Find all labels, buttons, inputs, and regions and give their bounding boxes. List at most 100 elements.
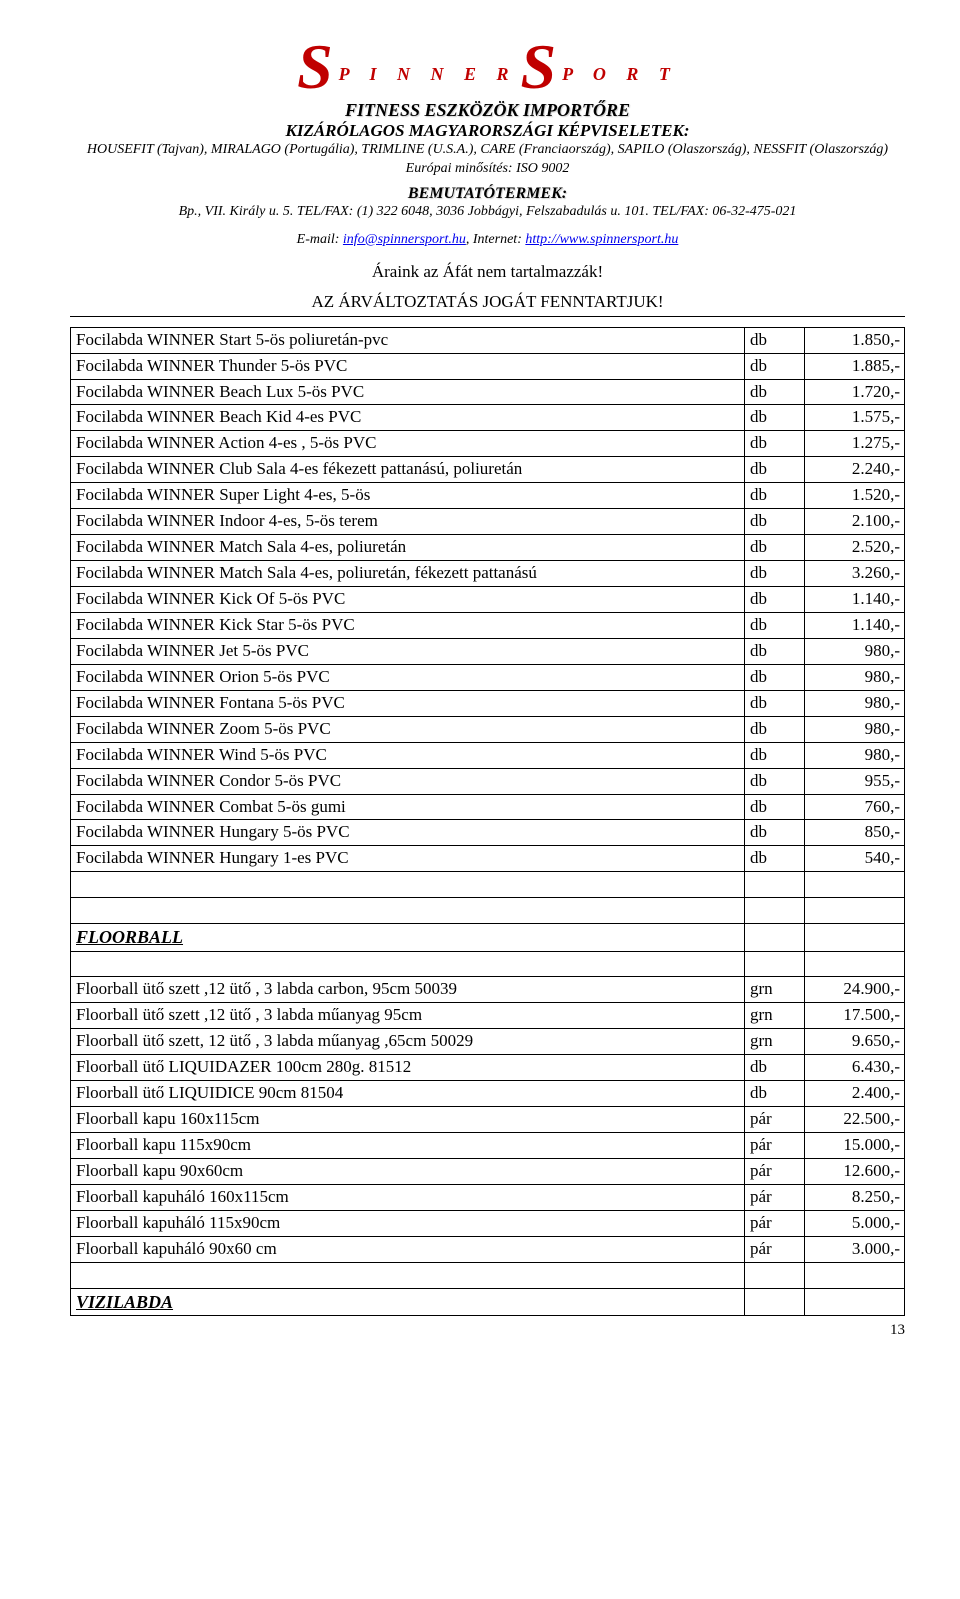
product-price: 850,- [805,820,905,846]
product-price: 3.260,- [805,561,905,587]
table-row: Floorball kapu 90x60cmpár12.600,- [71,1159,905,1185]
empty-cell [745,1288,805,1315]
empty-cell [745,872,805,898]
subtitle-1: KIZÁRÓLAGOS MAGYARORSZÁGI KÉPVISELETEK: [70,121,905,141]
price-table: Focilabda WINNER Start 5-ös poliuretán-p… [70,327,905,1316]
logo: S P I N N E R S P O R T [70,30,905,104]
empty-cell [745,1262,805,1288]
table-row: Focilabda WINNER Beach Lux 5-ös PVCdb1.7… [71,379,905,405]
empty-cell [805,924,905,951]
product-unit: db [745,794,805,820]
product-unit: db [745,457,805,483]
table-row: FLOORBALL [71,924,905,951]
table-row: Focilabda WINNER Hungary 1-es PVCdb540,- [71,846,905,872]
email-prefix: E-mail: [297,232,343,247]
page-number: 13 [70,1322,905,1339]
product-name: Floorball ütő LIQUIDAZER 100cm 280g. 815… [71,1055,745,1081]
product-name: Floorball kapu 115x90cm [71,1133,745,1159]
logo-s-right: S [521,31,559,102]
contact-line: E-mail: info@spinnersport.hu, Internet: … [70,232,905,248]
product-price: 5.000,- [805,1210,905,1236]
product-price: 8.250,- [805,1184,905,1210]
table-row: Focilabda WINNER Indoor 4-es, 5-ös terem… [71,509,905,535]
table-row: Floorball ütő szett ,12 ütő , 3 labda mű… [71,1003,905,1029]
product-price: 6.430,- [805,1055,905,1081]
table-row: Focilabda WINNER Wind 5-ös PVCdb980,- [71,742,905,768]
product-price: 2.520,- [805,535,905,561]
product-unit: db [745,405,805,431]
empty-cell [805,1288,905,1315]
product-unit: db [745,327,805,353]
logo-text-right: P O R T [562,64,678,84]
empty-cell [71,898,745,924]
product-price: 1.720,- [805,379,905,405]
header-divider [70,316,905,317]
table-row: Focilabda WINNER Kick Of 5-ös PVCdb1.140… [71,587,905,613]
address-line: Bp., VII. Király u. 5. TEL/FAX: (1) 322 … [70,203,905,222]
empty-cell [805,1262,905,1288]
product-unit: pár [745,1236,805,1262]
product-name: Floorball ütő LIQUIDICE 90cm 81504 [71,1081,745,1107]
table-row [71,872,905,898]
empty-cell [745,898,805,924]
table-row: Focilabda WINNER Start 5-ös poliuretán-p… [71,327,905,353]
product-name: Focilabda WINNER Wind 5-ös PVC [71,742,745,768]
empty-cell [805,951,905,977]
product-name: Focilabda WINNER Hungary 1-es PVC [71,846,745,872]
product-name: Focilabda WINNER Kick Star 5-ös PVC [71,612,745,638]
product-unit: grn [745,1003,805,1029]
product-name: Focilabda WINNER Fontana 5-ös PVC [71,690,745,716]
section-heading: VIZILABDA [71,1288,745,1315]
product-name: Focilabda WINNER Orion 5-ös PVC [71,664,745,690]
product-name: Focilabda WINNER Condor 5-ös PVC [71,768,745,794]
product-name: Focilabda WINNER Jet 5-ös PVC [71,638,745,664]
table-row: Focilabda WINNER Combat 5-ös gumidb760,- [71,794,905,820]
internet-prefix: , Internet: [466,232,525,247]
table-row: Floorball ütő LIQUIDICE 90cm 81504db2.40… [71,1081,905,1107]
product-price: 980,- [805,638,905,664]
product-unit: pár [745,1159,805,1185]
product-name: Focilabda WINNER Start 5-ös poliuretán-p… [71,327,745,353]
product-name: Floorball ütő szett ,12 ütő , 3 labda mű… [71,1003,745,1029]
product-unit: pár [745,1107,805,1133]
table-row: Focilabda WINNER Beach Kid 4-es PVCdb1.5… [71,405,905,431]
product-unit: db [745,820,805,846]
product-unit: db [745,431,805,457]
product-unit: db [745,716,805,742]
showroom-label: BEMUTATÓTERMEK: [70,185,905,203]
table-row: VIZILABDA [71,1288,905,1315]
product-unit: db [745,638,805,664]
product-unit: db [745,587,805,613]
product-name: Floorball ütő szett ,12 ütő , 3 labda ca… [71,977,745,1003]
product-name: Focilabda WINNER Thunder 5-ös PVC [71,353,745,379]
price-change-note: AZ ÁRVÁLTOZTATÁS JOGÁT FENNTARTJUK! [70,292,905,312]
product-price: 2.100,- [805,509,905,535]
email-link[interactable]: info@spinnersport.hu [343,232,466,247]
product-name: Floorball kapu 90x60cm [71,1159,745,1185]
empty-cell [71,872,745,898]
product-name: Floorball kapu 160x115cm [71,1107,745,1133]
product-price: 540,- [805,846,905,872]
product-price: 1.275,- [805,431,905,457]
table-row: Focilabda WINNER Condor 5-ös PVCdb955,- [71,768,905,794]
table-row: Floorball kapuháló 115x90cmpár5.000,- [71,1210,905,1236]
table-row: Focilabda WINNER Action 4-es , 5-ös PVCd… [71,431,905,457]
product-price: 1.885,- [805,353,905,379]
product-price: 1.140,- [805,587,905,613]
product-price: 2.240,- [805,457,905,483]
product-price: 1.520,- [805,483,905,509]
product-name: Floorball kapuháló 160x115cm [71,1184,745,1210]
product-price: 12.600,- [805,1159,905,1185]
product-unit: db [745,535,805,561]
table-row: Floorball ütő szett, 12 ütő , 3 labda mű… [71,1029,905,1055]
table-row: Floorball kapuháló 90x60 cmpár3.000,- [71,1236,905,1262]
table-row: Focilabda WINNER Match Sala 4-es, poliur… [71,561,905,587]
product-unit: db [745,379,805,405]
product-price: 2.400,- [805,1081,905,1107]
product-name: Focilabda WINNER Zoom 5-ös PVC [71,716,745,742]
empty-cell [805,872,905,898]
product-unit: pár [745,1184,805,1210]
product-unit: grn [745,977,805,1003]
table-row: Focilabda WINNER Super Light 4-es, 5-ösd… [71,483,905,509]
internet-link[interactable]: http://www.spinnersport.hu [525,232,678,247]
